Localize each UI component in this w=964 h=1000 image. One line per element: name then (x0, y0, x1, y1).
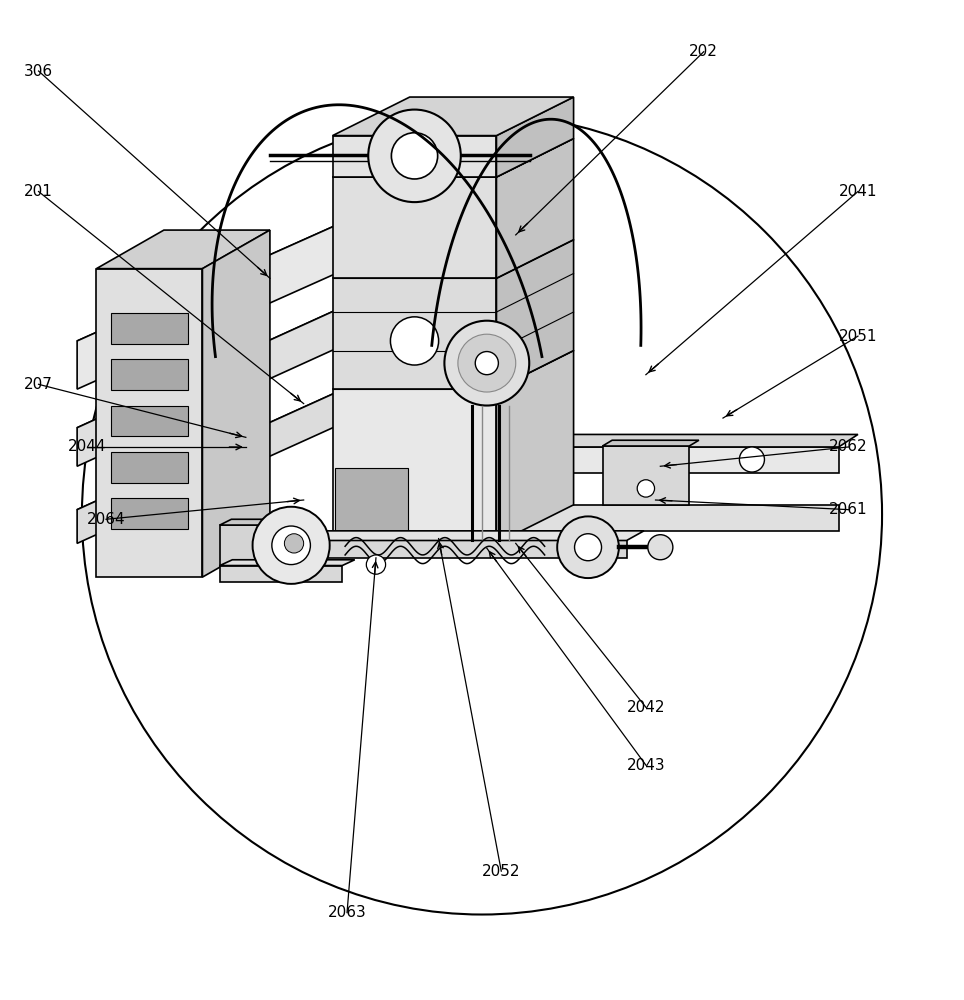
Circle shape (272, 526, 310, 565)
Polygon shape (333, 136, 496, 177)
Polygon shape (77, 235, 501, 466)
Circle shape (391, 133, 438, 179)
Polygon shape (77, 326, 501, 519)
Text: 2052: 2052 (482, 864, 521, 879)
Polygon shape (111, 406, 188, 436)
Polygon shape (333, 278, 496, 389)
Bar (335, 468, 408, 540)
Polygon shape (96, 269, 202, 577)
Polygon shape (333, 389, 496, 543)
Circle shape (739, 447, 764, 472)
Circle shape (637, 480, 655, 497)
Circle shape (475, 352, 498, 375)
Polygon shape (111, 452, 188, 483)
Text: 2042: 2042 (627, 700, 665, 715)
Polygon shape (220, 525, 278, 566)
Polygon shape (482, 434, 858, 447)
Polygon shape (333, 138, 574, 177)
Text: 306: 306 (24, 64, 53, 79)
Circle shape (557, 516, 619, 578)
Circle shape (284, 534, 304, 553)
Text: 2064: 2064 (87, 512, 125, 527)
Polygon shape (77, 138, 559, 351)
Circle shape (575, 534, 602, 561)
Polygon shape (111, 313, 188, 344)
Polygon shape (96, 230, 270, 269)
Text: 2062: 2062 (829, 439, 868, 454)
Polygon shape (482, 505, 839, 531)
Polygon shape (602, 440, 699, 446)
Polygon shape (333, 97, 574, 136)
Polygon shape (496, 351, 574, 543)
Circle shape (444, 321, 529, 406)
Circle shape (390, 317, 439, 365)
Polygon shape (220, 560, 355, 566)
Polygon shape (496, 97, 574, 177)
Text: 207: 207 (24, 377, 53, 392)
Circle shape (368, 110, 461, 202)
Text: 2041: 2041 (839, 184, 877, 199)
Polygon shape (202, 230, 270, 577)
Polygon shape (260, 540, 627, 558)
Circle shape (82, 114, 882, 915)
Text: 202: 202 (689, 44, 718, 59)
Polygon shape (260, 531, 644, 540)
Polygon shape (111, 498, 188, 529)
Text: 2051: 2051 (839, 329, 877, 344)
Polygon shape (496, 240, 574, 389)
Polygon shape (220, 519, 289, 525)
Polygon shape (77, 326, 482, 543)
Polygon shape (333, 177, 496, 278)
Polygon shape (496, 138, 574, 278)
Text: 2043: 2043 (627, 758, 665, 773)
Circle shape (458, 334, 516, 392)
Polygon shape (220, 566, 342, 582)
Polygon shape (111, 359, 188, 390)
Polygon shape (482, 447, 839, 473)
Polygon shape (602, 446, 689, 505)
Text: 2061: 2061 (829, 502, 868, 517)
Circle shape (648, 535, 673, 560)
Text: 201: 201 (24, 184, 53, 199)
Circle shape (366, 555, 386, 574)
Polygon shape (77, 138, 530, 389)
Circle shape (253, 507, 330, 584)
Polygon shape (77, 235, 530, 437)
Text: 2063: 2063 (328, 905, 366, 920)
Text: 2044: 2044 (67, 439, 106, 454)
